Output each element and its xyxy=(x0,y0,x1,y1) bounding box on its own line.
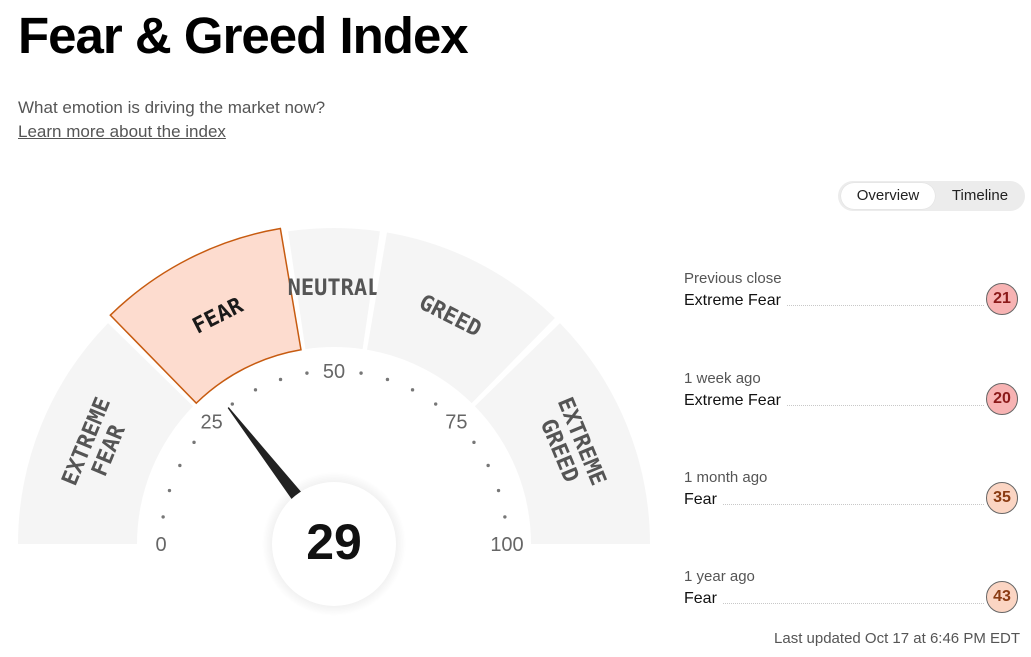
history-leader-dots xyxy=(723,504,984,505)
gauge-segment-extreme-greed xyxy=(474,323,650,544)
history-item: Previous close Extreme Fear 21 xyxy=(684,270,1018,330)
history-value-badge: 21 xyxy=(986,283,1018,315)
gauge-tick-dot xyxy=(486,463,490,468)
history-period: 1 year ago xyxy=(684,568,755,585)
gauge-segment-extreme-fear xyxy=(18,323,194,544)
gauge-tick-dot xyxy=(167,488,172,493)
history-rating: Fear xyxy=(684,590,717,607)
history-period: 1 week ago xyxy=(684,370,761,387)
history-rating: Extreme Fear xyxy=(684,392,781,409)
gauge-tick-dot xyxy=(503,515,507,519)
history-rating: Extreme Fear xyxy=(684,292,781,309)
gauge-tick-dot xyxy=(253,388,258,392)
gauge-tick-dot xyxy=(178,463,182,468)
history-leader-dots xyxy=(787,405,984,406)
fear-greed-gauge: EXTREMEFEARFEARNEUTRALGREEDEXTREMEGREED0… xyxy=(18,227,650,616)
gauge-tick-dot xyxy=(359,371,363,375)
overview-tab[interactable]: Overview xyxy=(841,183,935,209)
history-leader-dots xyxy=(787,305,984,306)
gauge-tick-dot xyxy=(278,377,283,382)
gauge-hub xyxy=(272,482,396,606)
history-rating: Fear xyxy=(684,491,717,508)
history-value-badge: 20 xyxy=(986,383,1018,415)
gauge-tick-label: 100 xyxy=(490,534,523,556)
gauge-tick-dot xyxy=(230,402,235,406)
gauge-tick-label: 75 xyxy=(445,412,467,434)
gauge-tick-dot xyxy=(433,402,438,406)
history-leader-dots xyxy=(723,603,984,604)
gauge-segment-fear xyxy=(109,227,302,405)
gauge-segment-greed xyxy=(367,232,555,404)
history-value-badge: 43 xyxy=(986,581,1018,613)
history-value-badge: 35 xyxy=(986,482,1018,514)
history-item: 1 month ago Fear 35 xyxy=(684,469,1018,529)
gauge-value: 29 xyxy=(306,514,362,570)
gauge-tick-dot xyxy=(472,440,476,445)
history-item: 1 year ago Fear 43 xyxy=(684,568,1018,628)
gauge-tick-dot xyxy=(192,440,196,445)
timeline-tab[interactable]: Timeline xyxy=(951,187,1009,204)
history-period: 1 month ago xyxy=(684,469,768,486)
learn-more-link[interactable]: Learn more about the index xyxy=(18,122,226,141)
history-item: 1 week ago Extreme Fear 20 xyxy=(684,370,1018,430)
gauge-tick-dot xyxy=(385,377,390,382)
history-period: Previous close xyxy=(684,270,782,287)
page-subtitle: What emotion is driving the market now? xyxy=(18,98,326,117)
gauge-tick-dot xyxy=(305,371,309,375)
view-toggle: Overview Timeline xyxy=(838,181,1025,211)
gauge-tick-label: 50 xyxy=(323,361,345,383)
gauge-tick-label: 0 xyxy=(155,534,166,556)
gauge-tick-dot xyxy=(496,488,501,493)
last-updated-text: Last updated Oct 17 at 6:46 PM EDT xyxy=(774,630,1020,647)
gauge-tick-label: 25 xyxy=(201,412,223,434)
gauge-label-neutral: NEUTRAL xyxy=(288,276,381,301)
gauge-segment-neutral xyxy=(288,228,380,350)
gauge-tick-dot xyxy=(161,515,165,519)
page-title: Fear & Greed Index xyxy=(18,7,469,64)
gauge-tick-dot xyxy=(410,388,415,392)
